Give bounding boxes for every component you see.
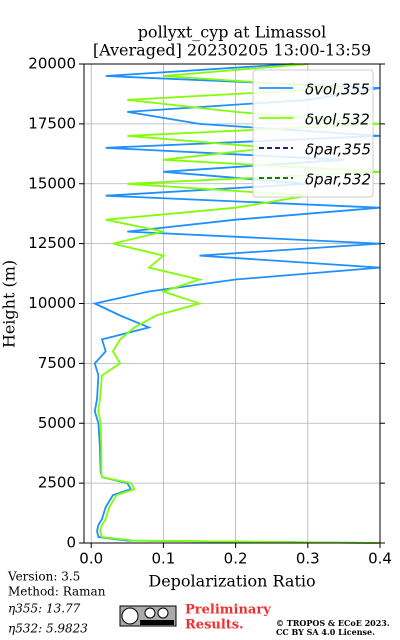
y-tick-label: 17500	[28, 114, 76, 132]
annotation: η532: 5.9823	[8, 622, 88, 636]
x-tick-label: 0.3	[296, 550, 320, 568]
plot-frame	[83, 63, 381, 544]
notice: Preliminary	[185, 603, 271, 618]
license: CC BY SA 4.0 License.	[276, 627, 375, 637]
x-tick-label: 0.2	[224, 550, 248, 568]
legend-label: δvol,532	[305, 111, 370, 129]
license: © TROPOS & ECoE 2023.	[276, 618, 390, 628]
chart-subtitle: [Averaged] 20230205 13:00-13:59	[93, 41, 371, 60]
annotation: η355: 13.77	[8, 602, 81, 616]
x-axis-label: Depolarization Ratio	[148, 572, 315, 591]
y-tick-label: 12500	[28, 234, 76, 252]
annotation: Method: Raman	[8, 585, 106, 599]
y-tick-label: 2500	[38, 474, 76, 492]
chart-title: pollyxt_cyp at Limassol	[138, 23, 327, 42]
y-tick-label: 7500	[38, 354, 76, 372]
annotation: Version: 3.5	[7, 570, 80, 584]
legend-label: δpar,532	[305, 171, 371, 189]
y-axis-label: Height (m)	[0, 260, 19, 348]
x-tick-label: 0.4	[368, 550, 392, 568]
cc-logo	[119, 605, 177, 627]
y-tick-label: 15000	[28, 174, 76, 192]
legend-label: δpar,355	[305, 141, 371, 159]
y-tick-label: 20000	[28, 55, 76, 73]
x-tick-label: 0.0	[79, 550, 103, 568]
y-tick-label: 10000	[28, 294, 76, 312]
y-tick-label: 0	[66, 534, 76, 552]
y-tick-label: 5000	[38, 414, 76, 432]
legend-box	[252, 69, 374, 198]
series-line	[92, 63, 381, 544]
x-tick-label: 0.1	[151, 550, 175, 568]
notice: Results.	[185, 618, 244, 633]
legend-label: δvol,355	[305, 81, 370, 99]
